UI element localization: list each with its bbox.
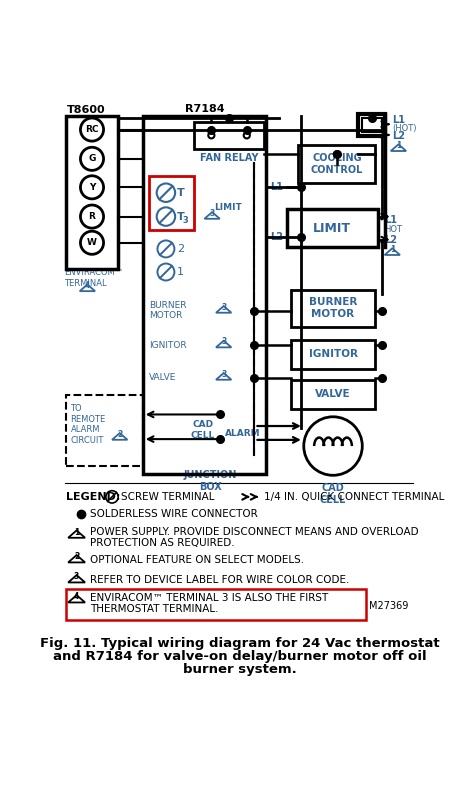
Bar (291, 340, 375, 369)
Text: COOLING
CONTROL: COOLING CONTROL (311, 153, 363, 175)
Text: 1/4 IN. QUICK CONNECT TERMINAL: 1/4 IN. QUICK CONNECT TERMINAL (264, 492, 444, 501)
Bar (291, 380, 375, 409)
Text: PROTECTION AS REQUIRED.: PROTECTION AS REQUIRED. (90, 538, 235, 548)
Text: REFER TO DEVICE LABEL FOR WIRE COLOR CODE.: REFER TO DEVICE LABEL FOR WIRE COLOR COD… (90, 575, 350, 585)
Text: 3: 3 (183, 216, 189, 225)
Text: VALVE: VALVE (315, 389, 351, 399)
Text: THERMOSTAT TERMINAL.: THERMOSTAT TERMINAL. (90, 604, 219, 615)
Bar (194, 122, 264, 149)
Text: 4: 4 (85, 281, 90, 290)
Text: 2: 2 (177, 244, 184, 254)
Text: 3: 3 (221, 369, 227, 379)
Text: T: T (177, 187, 184, 198)
Text: TO
REMOTE
ALARM
CIRCUIT: TO REMOTE ALARM CIRCUIT (71, 404, 106, 445)
Text: OPTIONAL FEATURE ON SELECT MODELS.: OPTIONAL FEATURE ON SELECT MODELS. (90, 555, 305, 565)
Text: 3: 3 (74, 572, 79, 581)
Text: L2: L2 (392, 131, 405, 142)
Bar (143, 116, 266, 474)
Text: LIMIT: LIMIT (214, 202, 242, 212)
Bar (66, 589, 366, 620)
Text: VALVE: VALVE (149, 373, 176, 382)
Text: JUNCTION
BOX: JUNCTION BOX (184, 470, 237, 491)
Text: M27369: M27369 (369, 601, 409, 611)
Text: CAD
CELL: CAD CELL (191, 420, 215, 440)
Text: 2: 2 (74, 552, 79, 562)
Text: R7184: R7184 (184, 104, 224, 114)
Text: 1: 1 (177, 267, 184, 277)
Text: IGNITOR: IGNITOR (149, 341, 187, 350)
Text: 1: 1 (396, 141, 401, 149)
Text: LIMIT: LIMIT (313, 221, 351, 235)
Text: 1: 1 (390, 245, 395, 254)
Text: L1: L1 (270, 182, 283, 192)
Text: BURNER
MOTOR: BURNER MOTOR (149, 301, 186, 320)
Text: IGNITOR: IGNITOR (308, 350, 358, 359)
Bar (287, 209, 378, 248)
Bar (291, 290, 375, 327)
Text: SCREW TERMINAL: SCREW TERMINAL (121, 492, 215, 501)
Text: ENVIRACOM™
TERMINAL: ENVIRACOM™ TERMINAL (64, 268, 124, 288)
Text: 3: 3 (221, 337, 227, 346)
Bar (299, 145, 375, 184)
Bar (362, 118, 381, 132)
Text: Fig. 11. Typical wiring diagram for 24 Vac thermostat: Fig. 11. Typical wiring diagram for 24 V… (40, 637, 439, 650)
Text: (HOT): (HOT) (392, 123, 417, 133)
Text: L1: L1 (392, 115, 405, 124)
Bar (66, 396, 143, 466)
Text: and R7184 for valve-on delay/burner motor off oil: and R7184 for valve-on delay/burner moto… (53, 650, 427, 663)
Text: Y: Y (89, 183, 95, 192)
Text: SOLDERLESS WIRE CONNECTOR: SOLDERLESS WIRE CONNECTOR (90, 509, 258, 519)
Text: BURNER
MOTOR: BURNER MOTOR (309, 297, 357, 319)
Text: R: R (88, 212, 95, 221)
Text: 1: 1 (74, 528, 79, 536)
Text: 3: 3 (210, 209, 215, 218)
Text: 3: 3 (221, 303, 227, 312)
Bar (66, 116, 118, 269)
Text: T: T (177, 211, 184, 221)
Text: FAN RELAY: FAN RELAY (200, 153, 258, 164)
Text: G: G (88, 154, 95, 163)
Text: HOT: HOT (385, 225, 402, 234)
Text: L2: L2 (270, 233, 283, 242)
Text: CAD
CELL: CAD CELL (320, 483, 346, 505)
Text: L1: L1 (385, 214, 398, 225)
Text: 4: 4 (74, 592, 79, 601)
Text: ENVIRACOM™ TERMINAL 3 IS ALSO THE FIRST: ENVIRACOM™ TERMINAL 3 IS ALSO THE FIRST (90, 592, 329, 603)
Bar (358, 114, 385, 136)
Text: 2: 2 (117, 430, 122, 439)
Text: ALARM: ALARM (225, 430, 261, 438)
Text: POWER SUPPLY. PROVIDE DISCONNECT MEANS AND OVERLOAD: POWER SUPPLY. PROVIDE DISCONNECT MEANS A… (90, 527, 419, 536)
Text: L2: L2 (385, 235, 398, 244)
Bar (149, 176, 194, 229)
Text: W: W (87, 238, 97, 248)
Text: T8600: T8600 (67, 105, 106, 115)
Text: LEGEND:: LEGEND: (66, 492, 120, 501)
Text: burner system.: burner system. (183, 663, 297, 676)
Text: RC: RC (85, 125, 99, 134)
